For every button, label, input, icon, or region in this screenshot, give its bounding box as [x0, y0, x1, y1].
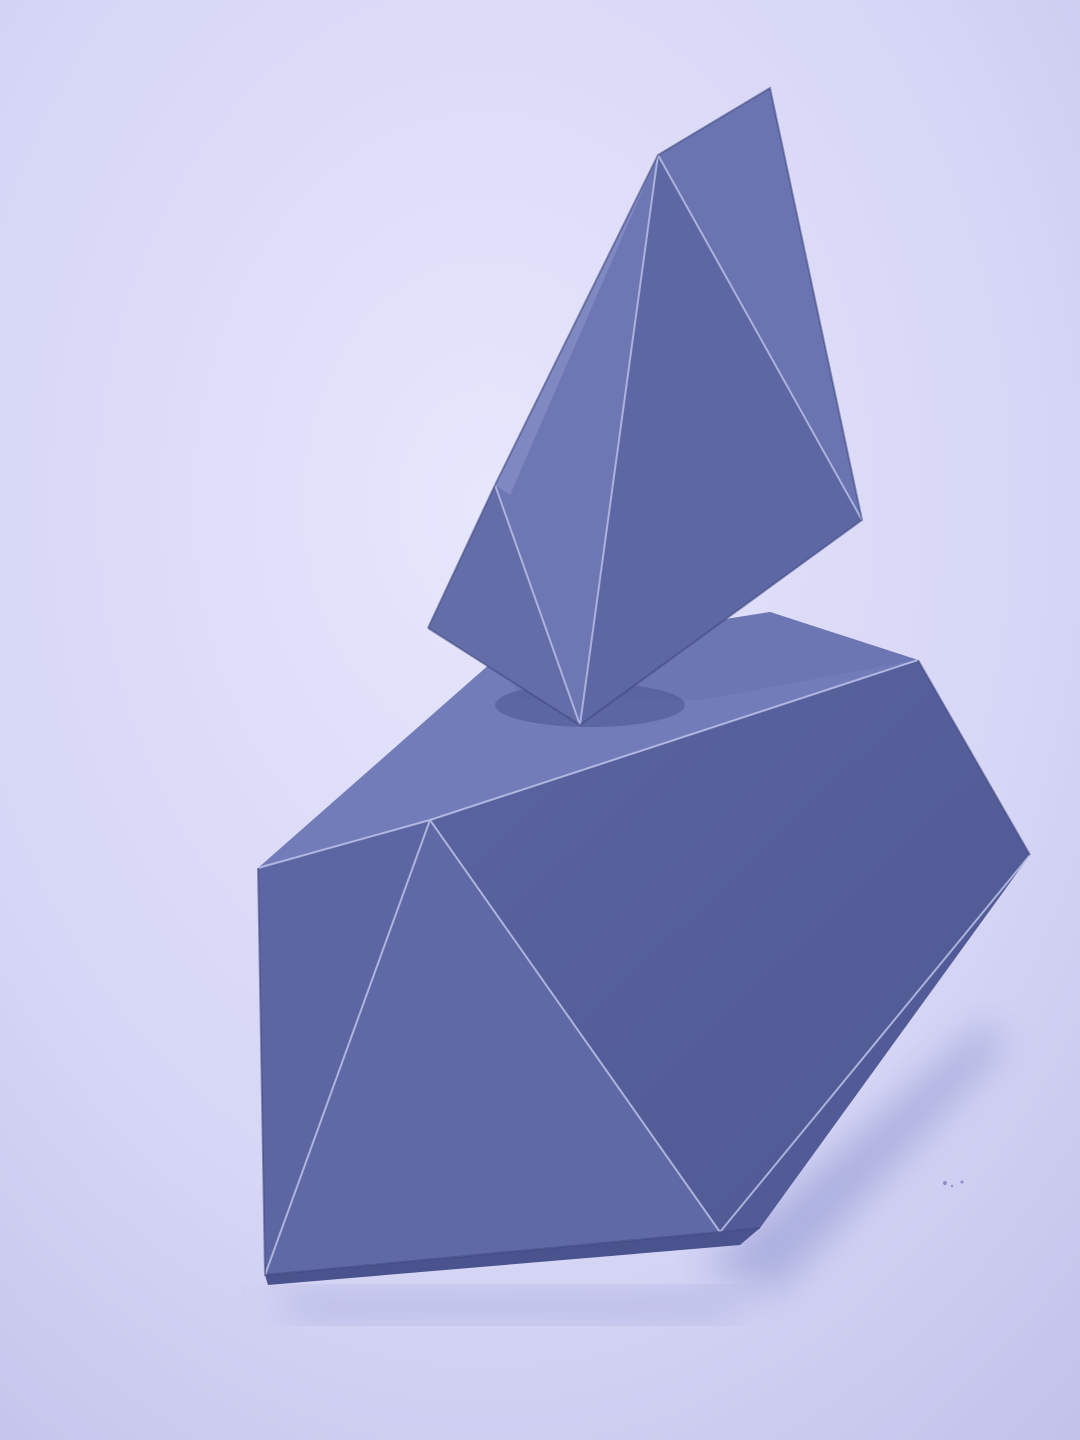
cast-shadow	[270, 1020, 1000, 1320]
small-polyhedron	[427, 86, 864, 727]
small-polyhedron-front-facet	[495, 155, 658, 725]
large-polyhedron-front-face	[265, 820, 720, 1275]
small-polyhedron-left-facet	[428, 485, 580, 725]
large-polyhedron-right-face	[430, 660, 1030, 1232]
small-polyhedron-right-facet	[580, 155, 862, 725]
large-polyhedron	[257, 612, 1031, 1285]
backdrop-specks	[943, 1180, 964, 1188]
small-polyhedron-back-facet	[658, 88, 862, 520]
large-polyhedron-left-face	[258, 820, 430, 1275]
